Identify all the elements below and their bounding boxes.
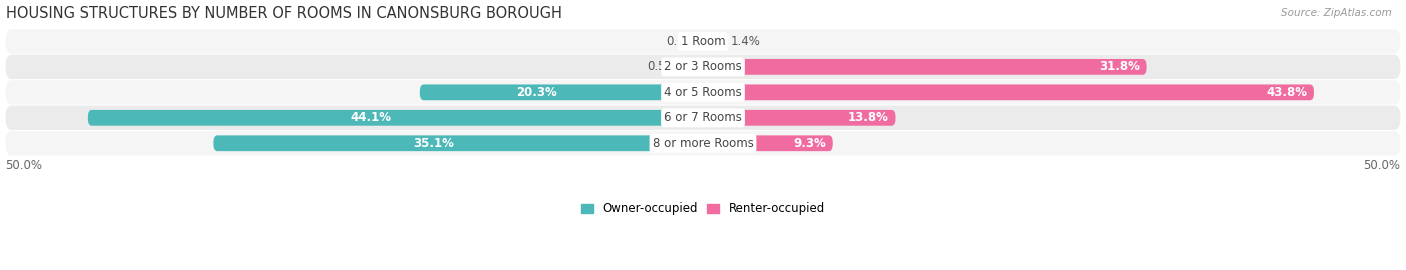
FancyBboxPatch shape: [703, 135, 832, 151]
FancyBboxPatch shape: [6, 55, 1400, 79]
Text: 35.1%: 35.1%: [413, 137, 454, 150]
Text: 0.56%: 0.56%: [647, 60, 685, 73]
FancyBboxPatch shape: [6, 80, 1400, 104]
FancyBboxPatch shape: [6, 29, 1400, 54]
Text: 2 or 3 Rooms: 2 or 3 Rooms: [664, 60, 742, 73]
Text: 1.4%: 1.4%: [731, 35, 761, 48]
Text: 43.8%: 43.8%: [1265, 86, 1308, 99]
Legend: Owner-occupied, Renter-occupied: Owner-occupied, Renter-occupied: [576, 198, 830, 220]
FancyBboxPatch shape: [695, 59, 703, 75]
FancyBboxPatch shape: [6, 106, 1400, 130]
Text: HOUSING STRUCTURES BY NUMBER OF ROOMS IN CANONSBURG BOROUGH: HOUSING STRUCTURES BY NUMBER OF ROOMS IN…: [6, 6, 561, 21]
Text: Source: ZipAtlas.com: Source: ZipAtlas.com: [1281, 8, 1392, 18]
FancyBboxPatch shape: [703, 110, 896, 126]
Text: 50.0%: 50.0%: [1364, 158, 1400, 171]
FancyBboxPatch shape: [703, 33, 723, 49]
FancyBboxPatch shape: [420, 85, 703, 100]
Text: 6 or 7 Rooms: 6 or 7 Rooms: [664, 111, 742, 124]
Text: 8 or more Rooms: 8 or more Rooms: [652, 137, 754, 150]
FancyBboxPatch shape: [703, 85, 1315, 100]
Text: 9.3%: 9.3%: [793, 137, 825, 150]
Text: 44.1%: 44.1%: [350, 111, 391, 124]
Text: 50.0%: 50.0%: [6, 158, 42, 171]
FancyBboxPatch shape: [214, 135, 703, 151]
FancyBboxPatch shape: [6, 131, 1400, 156]
Text: 0.0%: 0.0%: [666, 35, 696, 48]
Text: 1 Room: 1 Room: [681, 35, 725, 48]
Text: 31.8%: 31.8%: [1098, 60, 1140, 73]
FancyBboxPatch shape: [87, 110, 703, 126]
Text: 4 or 5 Rooms: 4 or 5 Rooms: [664, 86, 742, 99]
FancyBboxPatch shape: [703, 59, 1146, 75]
Text: 20.3%: 20.3%: [516, 86, 557, 99]
Text: 13.8%: 13.8%: [848, 111, 889, 124]
